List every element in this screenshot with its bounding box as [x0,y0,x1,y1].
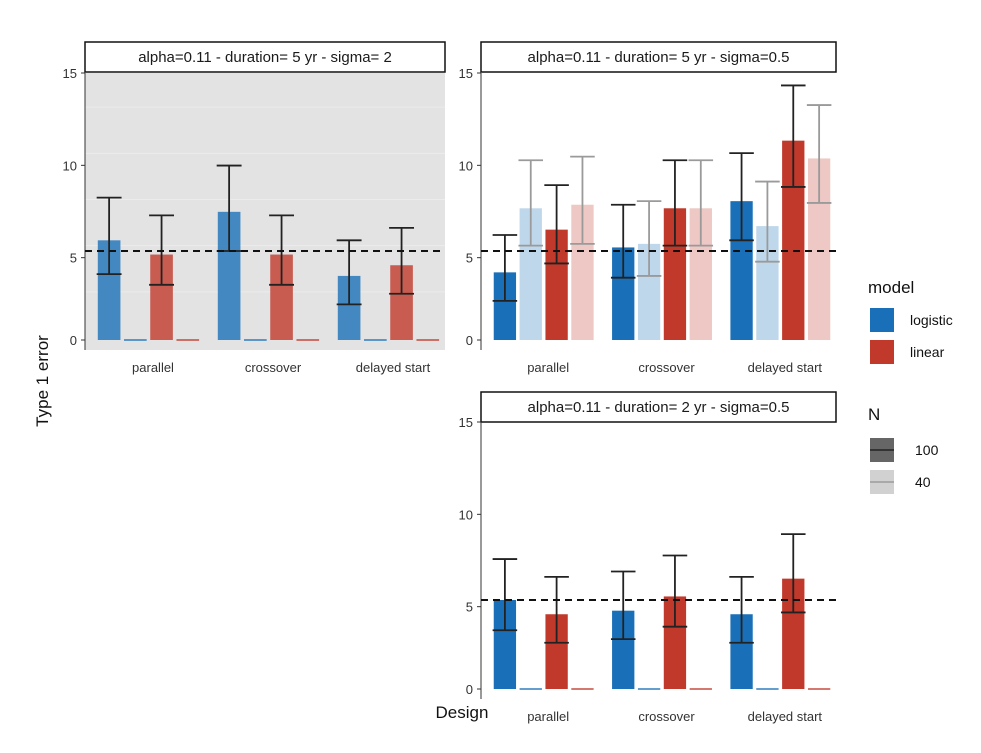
errorbar-parallel-logistic-n100 [96,196,122,276]
x-tick-label: delayed start [748,360,823,375]
bar-crossover-logistic-n100 [217,211,241,340]
strip-box [480,391,837,423]
errorbar-parallel-logistic-n40 [518,159,544,247]
legend-label-n40: 40 [915,474,931,490]
panel-background [85,73,445,350]
panel-title: alpha=0.11 - duration= 5 yr - sigma=0.5 [528,49,790,66]
errorbar-parallel-linear-n100 [544,575,569,644]
strip-box [84,41,446,73]
bar-delayed-start-logistic-n100 [337,275,361,340]
x-tick-label: delayed start [356,360,431,375]
panel-title: alpha=0.11 - duration= 2 yr - sigma=0.5 [528,399,790,416]
x-tick-label: crossover [638,360,695,375]
bar-delayed-start-logistic-n40 [756,226,779,340]
bar-delayed-start-linear-n100 [782,578,805,689]
y-tick-label: 15 [459,415,473,430]
bar-crossover-logistic-n100 [612,247,635,340]
strip-box [480,41,837,73]
panel-background [481,73,836,350]
x-tick-label: parallel [132,360,174,375]
bar-parallel-logistic-n40 [519,208,542,340]
bar-crossover-linear-n100 [663,208,687,340]
errorbar-crossover-logistic-n40 [636,200,662,277]
panel-3: alpha=0.11 - duration= 2 yr - sigma=0.5 0… [459,391,837,724]
errorbar-crossover-linear-n40 [688,159,714,247]
legend-model-title: model [868,278,914,297]
errorbar-delayed-start-logistic-n40 [755,180,780,263]
errorbar-crossover-logistic-n100 [610,570,636,641]
legend: model logistic linear N 100 40 [868,278,953,494]
bar-delayed-start-logistic-n100 [730,614,753,689]
y-tick-label: 0 [70,333,77,348]
panel-title: alpha=0.11 - duration= 5 yr - sigma= 2 [138,49,392,66]
bar-delayed-start-logistic-n100 [730,201,753,340]
panel-background [481,422,836,699]
legend-label-n100: 100 [915,442,939,458]
errorbar-crossover-logistic-n100 [610,203,636,279]
y-tick-label: 5 [466,251,473,266]
x-tick-label: parallel [527,709,569,724]
y-tick-label: 10 [459,507,473,522]
legend-n-title: N [868,405,880,424]
errorbar-parallel-logistic-n100 [492,558,518,632]
bar-parallel-linear-n100 [150,254,173,340]
x-axis-title: Design [436,703,489,722]
y-tick-label: 10 [459,158,473,173]
errorbar-delayed-start-linear-n100 [389,226,415,295]
legend-label-logistic: logistic [910,312,953,328]
legend-label-linear: linear [910,344,945,360]
y-tick-label: 15 [459,66,473,81]
legend-key-logistic [870,308,894,332]
bar-delayed-start-linear-n100 [782,140,805,340]
legend-key-linear [870,340,894,364]
bar-crossover-linear-n100 [663,596,687,689]
panel-2: alpha=0.11 - duration= 5 yr - sigma=0.5 0… [459,41,837,375]
bar-parallel-linear-n100 [545,614,568,689]
bar-parallel-linear-n100 [545,229,568,340]
bar-crossover-logistic-n100 [612,610,635,689]
bar-parallel-logistic-n100 [97,240,121,340]
errorbar-delayed-start-logistic-n100 [729,152,754,242]
y-tick-label: 0 [466,682,473,697]
y-tick-label: 10 [63,158,77,173]
errorbar-parallel-logistic-n100 [492,234,518,302]
x-tick-label: crossover [245,360,302,375]
x-tick-label: parallel [527,360,569,375]
y-tick-label: 5 [70,251,77,266]
x-tick-label: delayed start [748,709,823,724]
bar-delayed-start-linear-n100 [390,265,413,340]
y-tick-label: 15 [63,66,77,81]
legend-key-n40 [870,470,894,494]
bar-crossover-linear-n100 [270,254,293,340]
bar-parallel-logistic-n100 [493,272,517,340]
y-tick-label: 0 [466,333,473,348]
bar-parallel-logistic-n100 [493,600,517,689]
errorbar-delayed-start-logistic-n100 [729,575,754,644]
panel-1: alpha=0.11 - duration= 5 yr - sigma= 2 0 5… [63,41,446,375]
y-axis-title: Type 1 error [33,335,52,427]
y-tick-label: 5 [466,600,473,615]
panels: alpha=0.11 - duration= 5 yr - sigma= 2 0 5… [63,41,837,724]
bar-parallel-linear-n40 [571,204,594,340]
errorbar-delayed-start-linear-n100 [780,84,806,188]
errorbar-crossover-linear-n100 [662,159,688,247]
x-tick-label: crossover [638,709,695,724]
errorbar-crossover-linear-n100 [662,554,688,628]
bar-crossover-linear-n40 [689,208,712,340]
bar-crossover-logistic-n40 [637,243,661,340]
errorbar-parallel-linear-n40 [570,155,595,245]
errorbar-delayed-start-linear-n40 [806,104,832,204]
